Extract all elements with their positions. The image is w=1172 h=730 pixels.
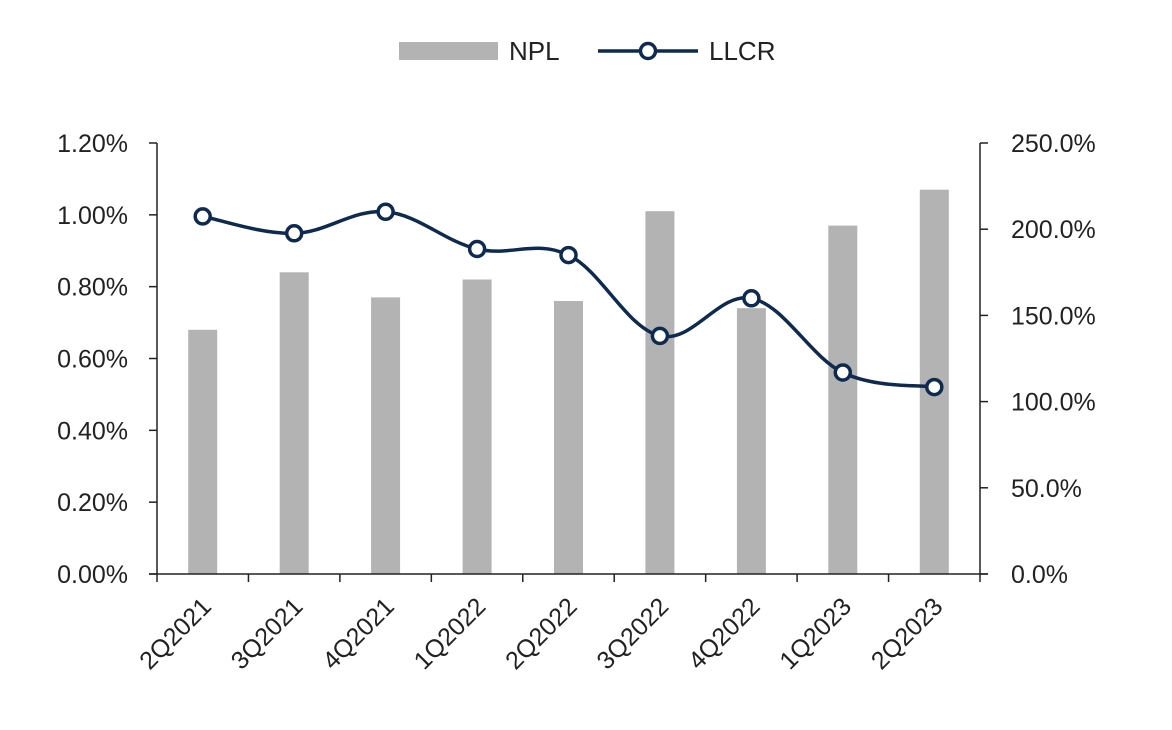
left-tick-label: 1.00%	[57, 202, 128, 230]
x-tick-label: 2Q2022	[500, 592, 583, 675]
legend-llcr-marker-icon	[638, 41, 658, 61]
llcr-line-series	[193, 202, 944, 397]
x-tick-label: 2Q2021	[134, 592, 217, 675]
left-tick-label: 1.20%	[57, 130, 128, 158]
legend: NPL LLCR	[399, 36, 775, 66]
x-tick-label: 1Q2022	[409, 592, 492, 675]
right-tick-label: 200.0%	[1011, 216, 1096, 244]
x-tick-label: 2Q2023	[866, 592, 949, 675]
npl-bar-2Q2022	[554, 301, 583, 574]
legend-npl-swatch-icon	[399, 42, 498, 60]
llcr-point-4Q2022	[742, 289, 761, 308]
npl-bars	[188, 189, 949, 574]
llcr-point-1Q2022	[467, 239, 487, 259]
left-tick-label: 0.00%	[57, 561, 128, 589]
x-tick-label: 3Q2022	[591, 592, 674, 675]
x-tick-label: 3Q2021	[226, 592, 309, 675]
legend-llcr-label: LLCR	[709, 36, 775, 66]
npl-bar-4Q2021	[371, 297, 401, 574]
left-tick-label: 0.80%	[57, 274, 128, 302]
npl-bar-2Q2021	[188, 329, 218, 574]
x-axis-ticks: 2Q2021 3Q2021 4Q2021 1Q2022 2Q2022 3Q2022 4Q20…	[134, 574, 981, 675]
right-tick-label: 100.0%	[1011, 389, 1096, 417]
npl-bar-1Q2022	[462, 279, 492, 574]
x-tick-label: 4Q2022	[683, 592, 766, 675]
x-tick-label: 1Q2023	[774, 592, 857, 675]
left-tick-label: 0.60%	[57, 346, 128, 374]
right-tick-label: 0.0%	[1011, 561, 1068, 589]
llcr-point-2Q2021	[193, 207, 212, 226]
right-tick-label: 250.0%	[1011, 130, 1096, 158]
llcr-point-1Q2023	[833, 363, 853, 382]
llcr-point-2Q2023	[925, 377, 944, 397]
right-axis-ticks: 0.0% 50.0% 100.0% 150.0% 200.0% 250.0%	[980, 130, 1096, 589]
legend-npl-label: NPL	[509, 36, 560, 66]
right-tick-label: 150.0%	[1011, 302, 1096, 330]
llcr-point-4Q2021	[376, 202, 395, 222]
npl-bar-4Q2022	[736, 308, 766, 574]
left-axis-ticks: 0.00% 0.20% 0.40% 0.60% 0.80% 1.00% 1.20%	[57, 130, 157, 589]
llcr-point-2Q2022	[559, 245, 578, 265]
npl-bar-1Q2023	[828, 225, 858, 574]
left-tick-label: 0.20%	[57, 489, 128, 517]
llcr-point-3Q2021	[284, 224, 304, 243]
npl-bar-3Q2022	[645, 211, 675, 574]
x-tick-label: 4Q2021	[317, 592, 400, 675]
right-tick-label: 50.0%	[1011, 475, 1082, 503]
llcr-point-3Q2022	[650, 326, 670, 346]
npl-bar-3Q2021	[279, 272, 309, 574]
left-tick-label: 0.40%	[57, 417, 128, 445]
